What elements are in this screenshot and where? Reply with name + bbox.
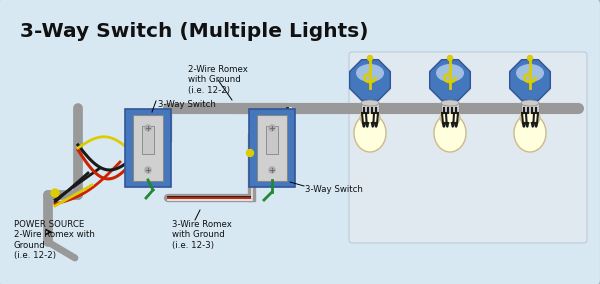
Ellipse shape [441,100,459,106]
Polygon shape [360,113,380,123]
Ellipse shape [354,114,386,152]
Ellipse shape [361,100,379,106]
Bar [142,126,154,154]
FancyBboxPatch shape [257,115,287,181]
Circle shape [247,149,254,156]
Bar [361,103,379,115]
Circle shape [448,55,452,60]
FancyBboxPatch shape [125,109,171,187]
Ellipse shape [436,64,464,82]
Text: POWER SOURCE
2-Wire Romex with
Ground
(i.e. 12-2): POWER SOURCE 2-Wire Romex with Ground (i… [14,220,95,260]
Circle shape [145,125,151,131]
Circle shape [367,55,373,60]
Ellipse shape [434,114,466,152]
FancyBboxPatch shape [133,115,163,181]
Circle shape [527,55,533,60]
Circle shape [51,189,59,197]
Ellipse shape [356,64,384,82]
Text: 2-Wire Romex
with Ground
(i.e. 12-2): 2-Wire Romex with Ground (i.e. 12-2) [188,65,248,95]
Text: 3-Way Switch (Multiple Lights): 3-Way Switch (Multiple Lights) [20,22,368,41]
Circle shape [145,167,151,173]
Circle shape [269,125,275,131]
Polygon shape [350,60,391,100]
Polygon shape [509,60,550,100]
FancyBboxPatch shape [349,52,587,243]
FancyBboxPatch shape [249,109,295,187]
Bar [266,126,278,154]
Text: 3-Wire Romex
with Ground
(i.e. 12-3): 3-Wire Romex with Ground (i.e. 12-3) [172,220,232,250]
Bar [441,103,459,115]
Ellipse shape [514,114,546,152]
Text: 3-Way Switch: 3-Way Switch [158,100,216,109]
Ellipse shape [516,64,544,82]
Bar [521,103,539,115]
Polygon shape [520,113,540,123]
Circle shape [269,167,275,173]
Ellipse shape [521,100,539,106]
Text: 3-Way Switch: 3-Way Switch [305,185,363,194]
Polygon shape [430,60,470,100]
Polygon shape [440,113,460,123]
